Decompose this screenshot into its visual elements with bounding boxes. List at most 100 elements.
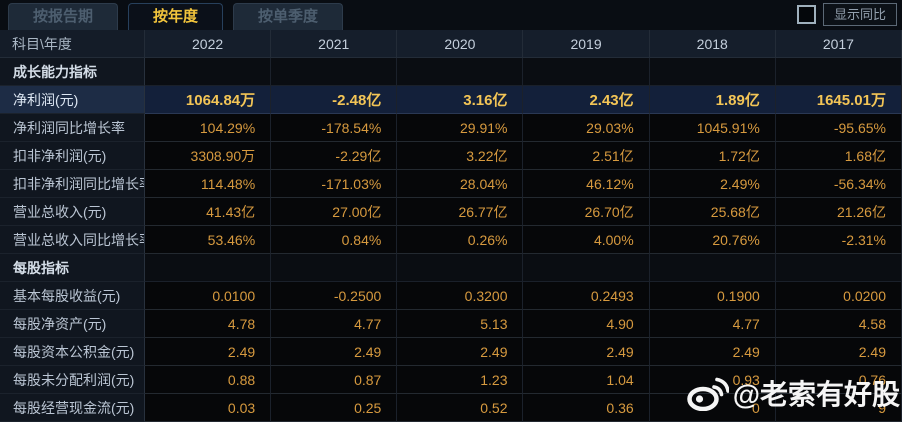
row-label: 基本每股收益(元) [0, 282, 145, 310]
table-row[interactable]: 营业总收入同比增长率 53.46% 0.84% 0.26% 4.00% 20.76% -2.… [0, 226, 902, 254]
table-cell: 26.77亿 [397, 198, 524, 226]
table-cell [523, 58, 650, 86]
year-header-2022: 2022 [145, 30, 272, 58]
table-cell: 1.89亿 [649, 86, 776, 114]
table-cell: 114.48% [145, 170, 272, 198]
table-cell: 0.52 [397, 394, 524, 422]
table-cell: 5.13 [397, 310, 524, 338]
table-cell [775, 254, 902, 282]
table-cell: 0.03 [145, 394, 272, 422]
show-yoy-checkbox[interactable] [796, 5, 816, 24]
table-cell: 26.70亿 [523, 198, 650, 226]
table-row[interactable]: 每股经营现金流(元) 0.03 0.25 0.52 0.36 0 9 [0, 394, 902, 422]
table-cell [271, 254, 398, 282]
table-cell: 21.26亿 [775, 198, 902, 226]
year-header-2020: 2020 [397, 30, 524, 58]
table-cell: 53.46% [145, 226, 272, 254]
table-cell: 4.90 [523, 310, 650, 338]
table-row[interactable]: 每股资本公积金(元) 2.49 2.49 2.49 2.49 2.49 2.49 [0, 338, 902, 366]
table-cell: 29.91% [397, 114, 524, 142]
table-cell [523, 254, 650, 282]
table-cell [397, 254, 524, 282]
table-row[interactable]: 净利润同比增长率 104.29% -178.54% 29.91% 29.03% 1045.… [0, 114, 902, 142]
tab-2[interactable]: 按单季度 [233, 3, 344, 30]
table-cell: 3.22亿 [397, 142, 524, 170]
row-label: 营业总收入同比增长率 [0, 226, 145, 254]
table-cell: 0.88 [145, 366, 272, 394]
table-cell: 0.3200 [397, 282, 524, 310]
row-label: 成长能力指标 [0, 58, 145, 86]
table-cell: 4.58 [775, 310, 902, 338]
table-cell: -2.31% [775, 226, 902, 254]
table-row[interactable]: 净利润(元) 1064.84万 -2.48亿 3.16亿 2.43亿 1.89亿 1645.… [0, 86, 902, 114]
table-cell: 0.87 [271, 366, 398, 394]
table-row[interactable]: 扣非净利润(元) 3308.90万 -2.29亿 3.22亿 2.51亿 1.72亿 1.6… [0, 142, 902, 170]
table-cell: -2.29亿 [271, 142, 398, 170]
table-cell [649, 58, 776, 86]
table-cell: 9 [775, 394, 902, 422]
row-label: 每股净资产(元) [0, 310, 145, 338]
table-cell: 41.43亿 [145, 198, 272, 226]
table-cell [271, 58, 398, 86]
table-cell: 28.04% [397, 170, 524, 198]
table-cell [145, 254, 272, 282]
row-label: 净利润(元) [0, 86, 145, 114]
year-header-2019: 2019 [523, 30, 650, 58]
table-row[interactable]: 每股净资产(元) 4.78 4.77 5.13 4.90 4.77 4.58 [0, 310, 902, 338]
table-cell: 1.04 [523, 366, 650, 394]
table-cell: 1.68亿 [775, 142, 902, 170]
table-cell: 0.26% [397, 226, 524, 254]
tabs-container: 按报告期 按年度 按单季度 [8, 3, 344, 30]
row-label: 每股未分配利润(元) [0, 366, 145, 394]
corner-label: 科目\年度 [0, 30, 145, 58]
table-cell: 1045.91% [649, 114, 776, 142]
table-cell: 0 [649, 394, 776, 422]
table-cell: 29.03% [523, 114, 650, 142]
row-label: 营业总收入(元) [0, 198, 145, 226]
table-cell: 1064.84万 [145, 86, 272, 114]
table-cell: 1.23 [397, 366, 524, 394]
table-cell: 2.49 [649, 338, 776, 366]
row-label: 每股资本公积金(元) [0, 338, 145, 366]
table-cell: -178.54% [271, 114, 398, 142]
year-header-2018: 2018 [649, 30, 776, 58]
table-row[interactable]: 基本每股收益(元) 0.0100 -0.2500 0.3200 0.2493 0.1900… [0, 282, 902, 310]
tab-0[interactable]: 按报告期 [8, 3, 119, 30]
table-cell: 46.12% [523, 170, 650, 198]
table-cell [775, 58, 902, 86]
table-cell: 2.49% [649, 170, 776, 198]
table-row[interactable]: 扣非净利润同比增长率 114.48% -171.03% 28.04% 46.12% 2.4… [0, 170, 902, 198]
table-cell: 2.49 [271, 338, 398, 366]
tab-1[interactable]: 按年度 [128, 3, 224, 30]
section-row: 每股指标 [0, 254, 902, 282]
table-header-row: 科目\年度 2022 2021 2020 2019 2018 2017 [0, 30, 902, 58]
table-cell: 0.1900 [649, 282, 776, 310]
table-cell: 0.25 [271, 394, 398, 422]
table-cell: 2.49 [775, 338, 902, 366]
table-cell: -2.48亿 [271, 86, 398, 114]
table-cell [397, 58, 524, 86]
table-cell: 0.0200 [775, 282, 902, 310]
table-cell: 3.16亿 [397, 86, 524, 114]
table-cell: 0.93 [649, 366, 776, 394]
table-cell: 2.49 [523, 338, 650, 366]
show-yoy-label[interactable]: 显示同比 [822, 3, 897, 26]
table-cell: 4.77 [271, 310, 398, 338]
table-cell: -56.34% [775, 170, 902, 198]
table-cell: -95.65% [775, 114, 902, 142]
table-row[interactable]: 营业总收入(元) 41.43亿 27.00亿 26.77亿 26.70亿 25.68亿 21… [0, 198, 902, 226]
table-cell: 0.36 [523, 394, 650, 422]
table-cell: 4.78 [145, 310, 272, 338]
table-cell: 25.68亿 [649, 198, 776, 226]
table-cell: 2.43亿 [523, 86, 650, 114]
table-cell: 1.72亿 [649, 142, 776, 170]
table-cell: 0.84% [271, 226, 398, 254]
table-row[interactable]: 每股未分配利润(元) 0.88 0.87 1.23 1.04 0.93 0.76 [0, 366, 902, 394]
financial-table: 科目\年度 2022 2021 2020 2019 2018 2017 成长能力指标 净利润(元… [0, 30, 902, 422]
table-cell: 27.00亿 [271, 198, 398, 226]
yoy-controls: 显示同比 [796, 3, 897, 26]
table-cell: -0.2500 [271, 282, 398, 310]
period-tab-bar: 按报告期 按年度 按单季度 显示同比 [0, 0, 902, 30]
table-cell: -171.03% [271, 170, 398, 198]
table-cell: 2.49 [397, 338, 524, 366]
